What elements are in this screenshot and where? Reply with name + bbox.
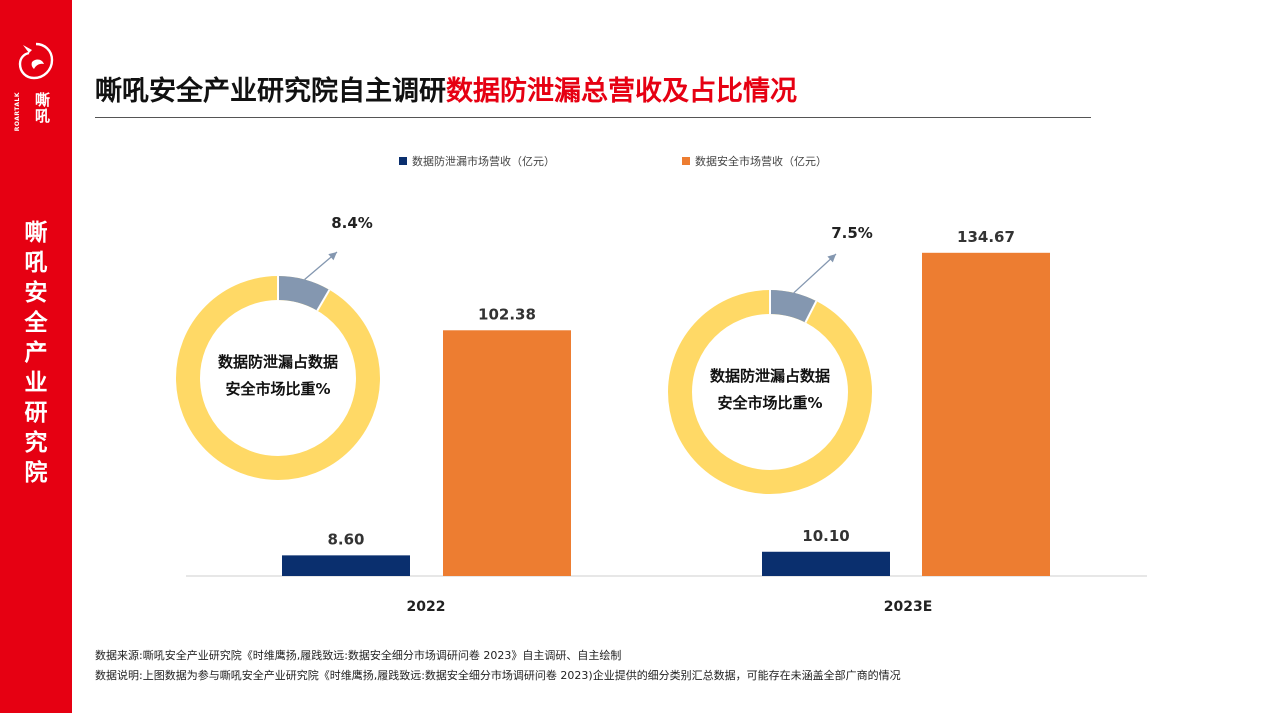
sidebar-org-name: 嘶吼安全产业研究院 (24, 220, 48, 486)
page-title: 嘶吼安全产业研究院自主调研数据防泄漏总营收及占比情况 (95, 72, 797, 112)
data-label-dlp-2023E: 10.10 (802, 527, 849, 545)
logo-cn-text: 嘶吼 (33, 92, 51, 124)
bar-dsm-2023E (922, 252, 1050, 577)
share-label-2023E: 7.5% (831, 224, 873, 242)
donut-center-text-2022-0: 数据防泄漏占数据 (218, 353, 338, 371)
share-label-2022: 8.4% (331, 214, 373, 232)
legend-label-dlp: 数据防泄漏市场营收（亿元） (412, 155, 555, 168)
data-label-dsm-2022: 102.38 (478, 305, 536, 323)
share-pointer-arrowhead-2022 (328, 252, 337, 261)
donut-center-text-2023E-0: 数据防泄漏占数据 (710, 367, 830, 385)
bar-dlp-2023E (762, 551, 890, 576)
share-pointer-arrowhead-2023E (827, 254, 836, 263)
bar-dlp-2022 (282, 555, 410, 576)
legend-item-dsm: 数据安全市场营收（亿元） (682, 152, 827, 170)
legend-swatch-dlp (399, 157, 407, 165)
donut-rest-2022 (176, 276, 380, 480)
data-label-dlp-2022: 8.60 (327, 530, 364, 548)
donut-separator-2022-1 (316, 289, 331, 312)
bar-dsm-2022 (443, 330, 571, 576)
legend-swatch-dsm (682, 157, 690, 165)
x-tick-label-0: 2022 (407, 599, 446, 615)
brand-sidebar: 嘶吼 ROARTALK 嘶吼安全产业研究院 (0, 0, 72, 713)
legend-item-dlp: 数据防泄漏市场营收（亿元） (399, 152, 555, 170)
donut-rest-2023E (668, 290, 872, 494)
roartalk-logo-icon (18, 42, 54, 80)
title-main: 嘶吼安全产业研究院自主调研 (95, 76, 446, 107)
data-label-dsm-2023E: 134.67 (957, 228, 1015, 246)
donut-center-text-2023E-1: 安全市场比重% (717, 394, 822, 412)
legend-label-dsm: 数据安全市场营收（亿元） (695, 155, 827, 168)
footer-note: 数据说明:上图数据为参与嘶吼安全产业研究院《时维鹰扬,履践致远:数据安全细分市场… (95, 669, 901, 682)
title-highlight: 数据防泄漏总营收及占比情况 (446, 76, 797, 107)
title-divider (95, 117, 1091, 118)
donut-separator-2023E-1 (804, 300, 818, 323)
donut-center-text-2022-1: 安全市场比重% (225, 380, 330, 398)
share-pointer-line-2023E (793, 253, 837, 294)
x-tick-label-1: 2023E (884, 599, 933, 615)
footer-source: 数据来源:嘶吼安全产业研究院《时维鹰扬,履践致远:数据安全细分市场调研问卷 20… (95, 649, 622, 662)
